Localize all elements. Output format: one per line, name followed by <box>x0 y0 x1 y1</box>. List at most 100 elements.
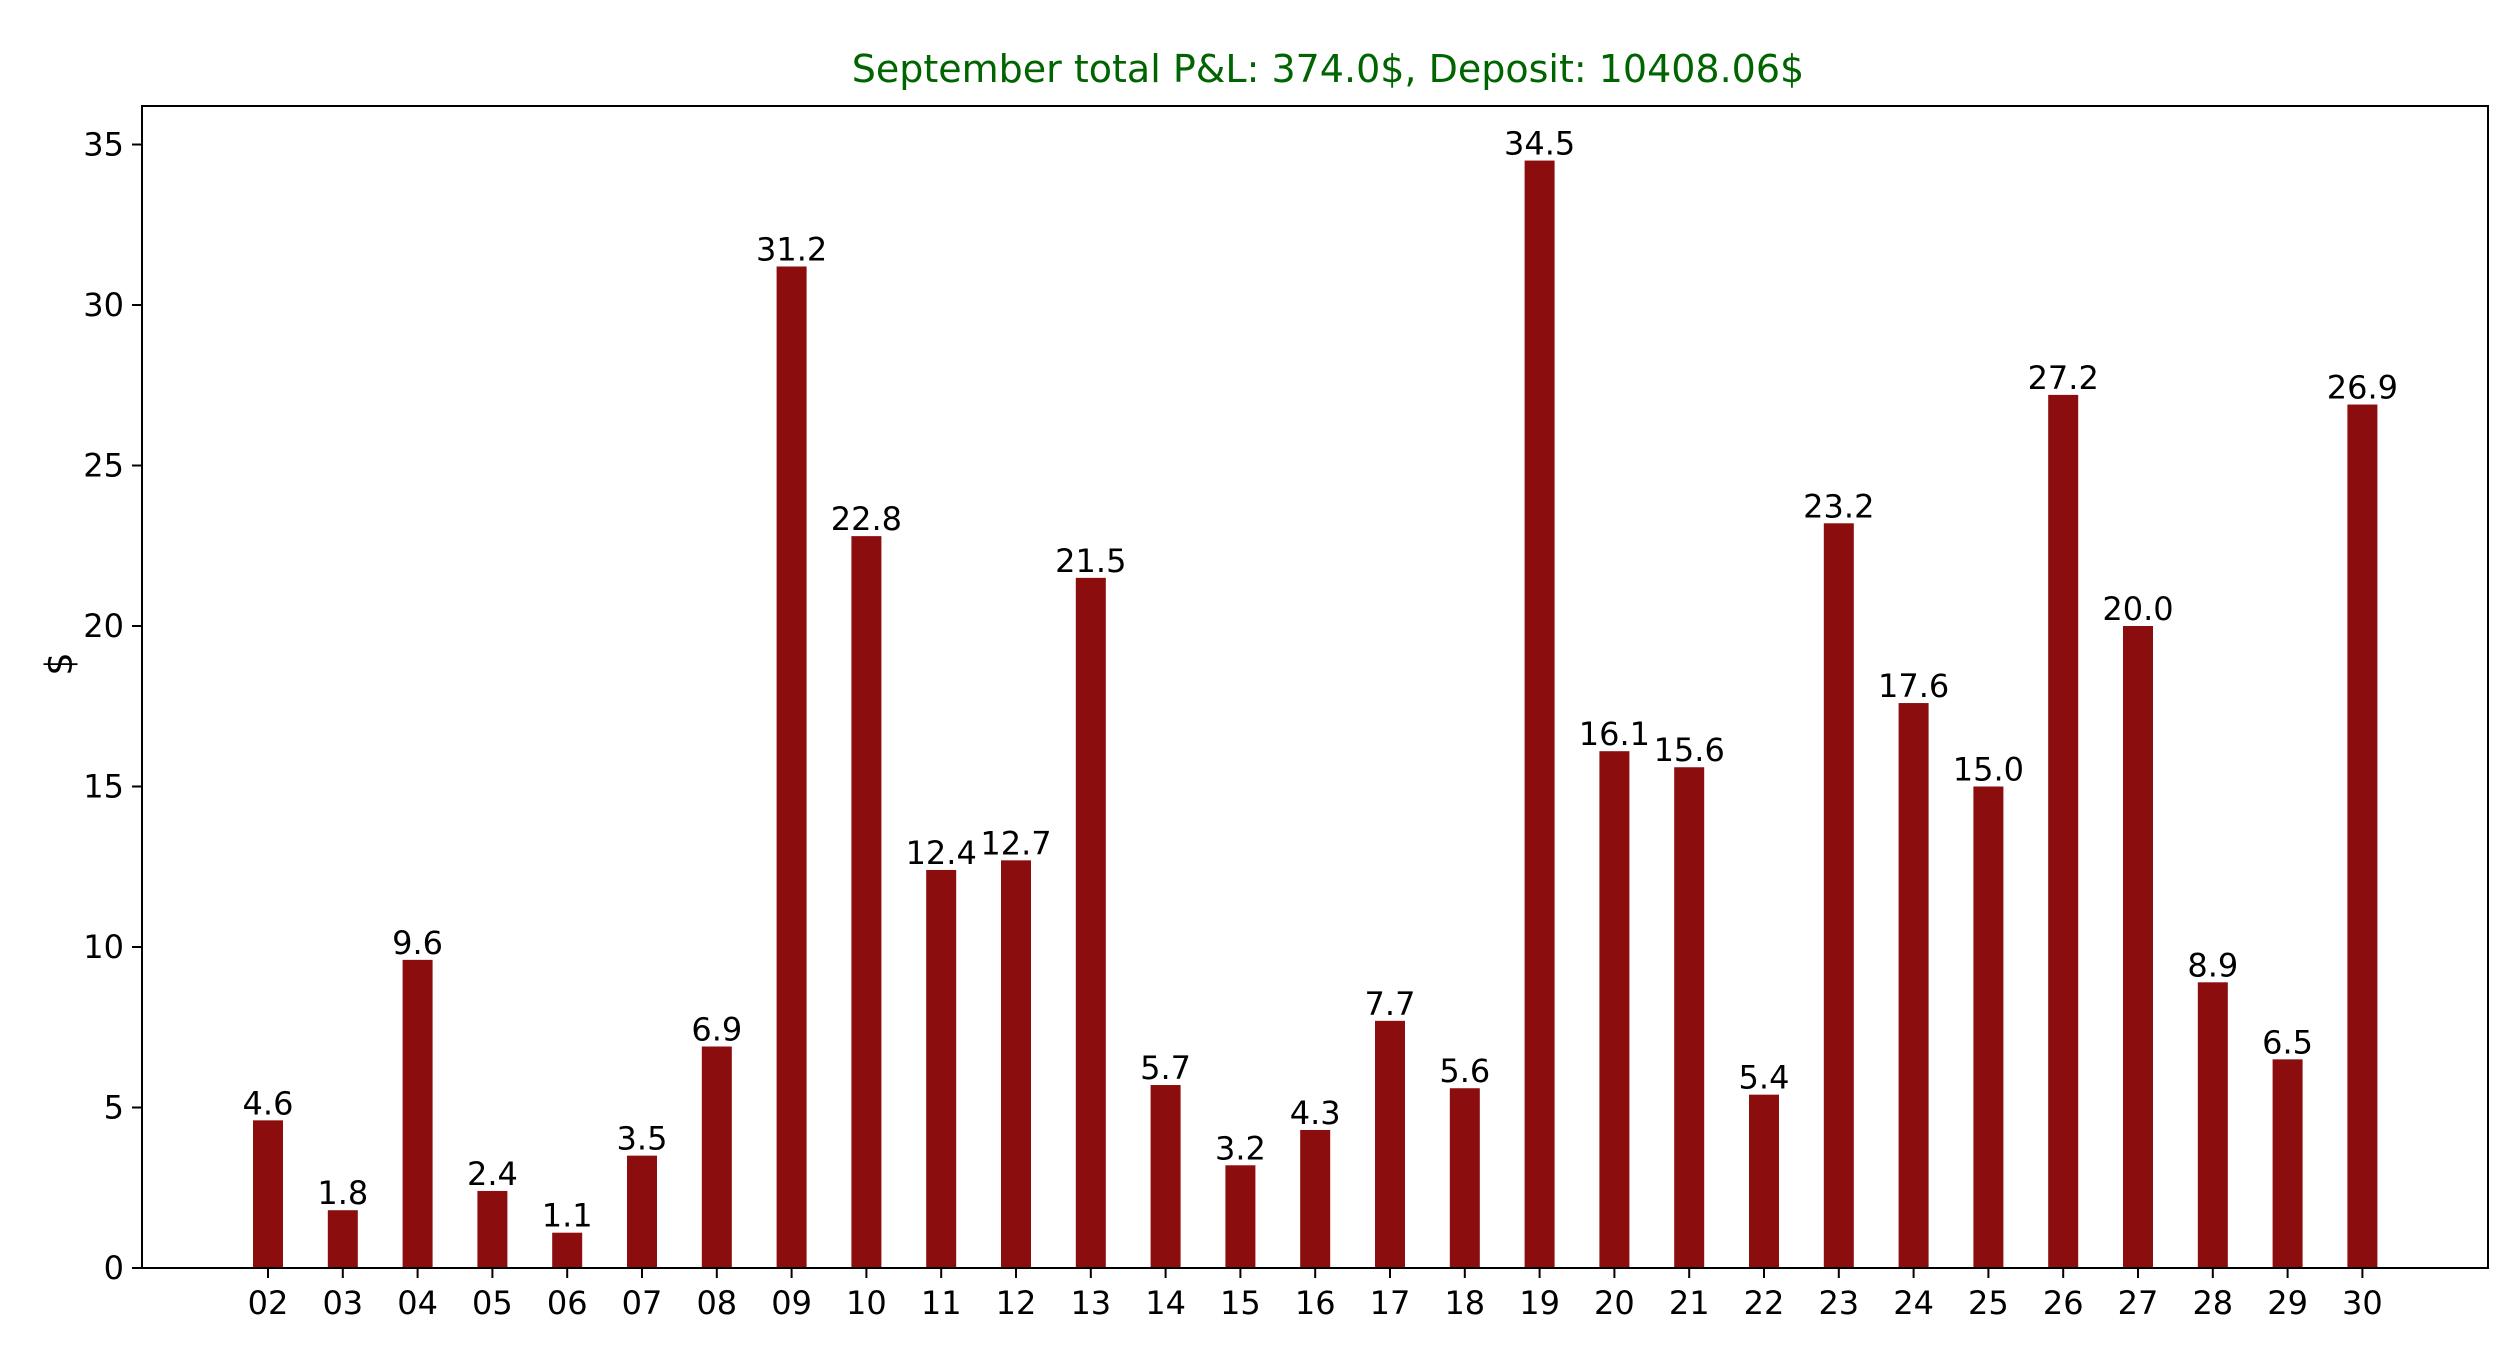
data-label-19: 34.5 <box>1504 125 1575 163</box>
bar-04 <box>402 959 433 1268</box>
data-label-05: 2.4 <box>467 1155 518 1193</box>
x-tick-label: 09 <box>771 1284 812 1322</box>
bar-23 <box>1823 523 1854 1268</box>
data-label-07: 3.5 <box>617 1120 668 1158</box>
data-label-06: 1.1 <box>542 1197 593 1235</box>
x-tick-label: 30 <box>2342 1284 2383 1322</box>
data-label-03: 1.8 <box>317 1174 368 1212</box>
y-axis-label: $ <box>38 652 81 676</box>
x-axis-ticks: 02 03 04 05 06 07 08 09 10 11 12 13 14 15 16 17 18 19 20 21… <box>248 1268 2383 1322</box>
x-tick-label: 06 <box>547 1284 588 1322</box>
x-tick-label: 16 <box>1295 1284 1336 1322</box>
bar-10 <box>851 536 882 1268</box>
bars <box>253 160 2378 1269</box>
data-label-23: 23.2 <box>1803 487 1874 525</box>
x-tick-label: 24 <box>1893 1284 1934 1322</box>
x-tick-label: 02 <box>248 1284 289 1322</box>
x-tick-label: 14 <box>1145 1284 1186 1322</box>
data-label-21: 15.6 <box>1654 731 1725 769</box>
data-label-18: 5.6 <box>1439 1052 1490 1090</box>
x-tick-label: 12 <box>996 1284 1037 1322</box>
bar-18 <box>1449 1088 1480 1268</box>
data-label-26: 27.2 <box>2028 359 2099 397</box>
x-tick-label: 28 <box>2192 1284 2233 1322</box>
y-tick-label: 15 <box>83 768 124 806</box>
bar-14 <box>1150 1085 1181 1268</box>
bar-13 <box>1075 577 1106 1268</box>
bar-02 <box>253 1120 283 1268</box>
x-tick-label: 10 <box>846 1284 887 1322</box>
bar-25 <box>1973 786 2004 1268</box>
data-label-13: 21.5 <box>1055 542 1126 580</box>
x-tick-label: 26 <box>2043 1284 2084 1322</box>
y-axis-ticks: 0 5 10 15 20 25 30 35 <box>83 126 142 1287</box>
data-label-11: 12.4 <box>906 834 977 872</box>
x-tick-label: 27 <box>2118 1284 2159 1322</box>
x-tick-label: 17 <box>1370 1284 1411 1322</box>
x-tick-label: 07 <box>622 1284 663 1322</box>
bar-27 <box>2123 626 2153 1268</box>
bar-21 <box>1674 767 1705 1268</box>
bar-22 <box>1749 1094 1779 1268</box>
bar-19 <box>1524 160 1555 1268</box>
y-tick-label: 0 <box>104 1249 124 1287</box>
data-label-29: 6.5 <box>2262 1023 2313 1061</box>
data-label-12: 12.7 <box>980 824 1051 862</box>
x-tick-label: 23 <box>1818 1284 1859 1322</box>
data-label-27: 20.0 <box>2102 590 2173 628</box>
data-label-15: 3.2 <box>1215 1129 1266 1167</box>
bar-20 <box>1599 751 1630 1268</box>
data-labels: 4.6 1.8 9.6 2.4 1.1 3.5 6.9 31.2 22.8 12.4 12.7 21.… <box>243 125 2398 1235</box>
y-tick-label: 5 <box>104 1089 124 1127</box>
bar-12 <box>1001 860 1031 1268</box>
data-label-08: 6.9 <box>691 1011 742 1049</box>
bar-16 <box>1300 1129 1331 1268</box>
x-tick-label: 22 <box>1744 1284 1785 1322</box>
data-label-04: 9.6 <box>392 924 443 962</box>
plot-area-frame <box>141 105 2489 1269</box>
bar-30 <box>2347 404 2378 1268</box>
data-label-10: 22.8 <box>831 500 902 538</box>
data-label-09: 31.2 <box>756 230 827 268</box>
data-label-14: 5.7 <box>1140 1049 1191 1087</box>
bar-17 <box>1375 1020 1405 1268</box>
chart-title: September total P&L: 374.0$, Deposit: 10… <box>852 47 1804 91</box>
y-tick-label: 25 <box>83 447 124 485</box>
y-tick-label: 30 <box>83 286 124 324</box>
x-tick-label: 19 <box>1519 1284 1560 1322</box>
x-tick-label: 18 <box>1444 1284 1485 1322</box>
data-label-24: 17.6 <box>1878 667 1949 705</box>
x-tick-label: 20 <box>1594 1284 1635 1322</box>
data-label-28: 8.9 <box>2187 946 2238 984</box>
data-label-02: 4.6 <box>243 1084 294 1122</box>
bar-29 <box>2272 1059 2303 1268</box>
x-tick-label: 15 <box>1220 1284 1261 1322</box>
x-tick-label: 08 <box>696 1284 737 1322</box>
data-label-20: 16.1 <box>1579 715 1650 753</box>
data-label-22: 5.4 <box>1739 1059 1790 1097</box>
bar-03 <box>327 1210 358 1268</box>
x-tick-label: 25 <box>1968 1284 2009 1322</box>
data-label-17: 7.7 <box>1365 985 1416 1023</box>
x-tick-label: 29 <box>2267 1284 2308 1322</box>
x-tick-label: 11 <box>921 1284 962 1322</box>
x-tick-label: 21 <box>1669 1284 1710 1322</box>
x-tick-label: 03 <box>322 1284 363 1322</box>
y-tick-label: 35 <box>83 126 124 164</box>
data-label-25: 15.0 <box>1953 751 2024 789</box>
data-label-30: 26.9 <box>2327 369 2398 407</box>
data-label-16: 4.3 <box>1290 1094 1341 1132</box>
x-tick-label: 04 <box>397 1284 438 1322</box>
x-tick-label: 05 <box>472 1284 513 1322</box>
bar-07 <box>627 1155 657 1268</box>
bar-08 <box>701 1046 732 1268</box>
bar-24 <box>1898 703 1929 1268</box>
y-tick-label: 10 <box>83 928 124 966</box>
bar-09 <box>776 266 807 1269</box>
bar-11 <box>926 869 957 1268</box>
y-tick-label: 20 <box>83 607 124 645</box>
x-tick-label: 13 <box>1070 1284 1111 1322</box>
bar-06 <box>552 1232 583 1268</box>
bar-26 <box>2048 394 2079 1268</box>
